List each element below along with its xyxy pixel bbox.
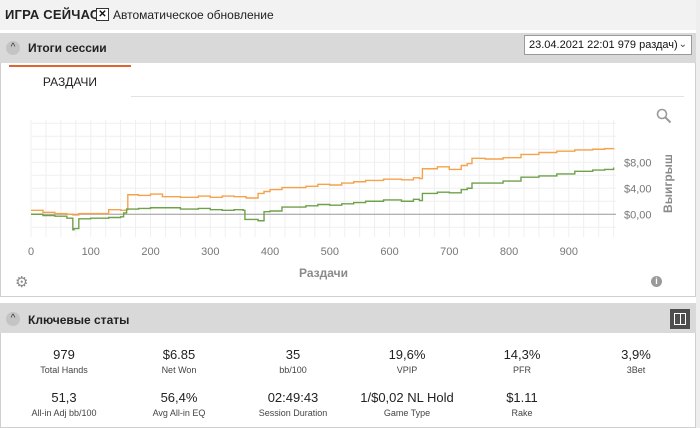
tab-hands-label: РАЗДАЧИ [42, 75, 98, 89]
page-title: ИГРА СЕЙЧАС [5, 7, 100, 22]
x-tick-label: 500 [321, 246, 339, 258]
stat-value: 19,6% [388, 347, 426, 362]
stat-value: $6.85 [162, 347, 196, 362]
y-axis-label: Выигрыш [661, 154, 675, 213]
y-tick-label: $4,00 [624, 183, 652, 195]
stat-label: PFR [513, 365, 531, 375]
x-axis-label: Раздачи [299, 266, 348, 280]
stat-value: 56,4% [160, 390, 198, 405]
top-bar: ИГРА СЕЙЧАС ✕ Автоматическое обновление [0, 0, 700, 30]
stat-value: 979 [53, 347, 75, 362]
stat-label: Net Won [161, 365, 197, 375]
x-tick-label: 800 [500, 246, 518, 258]
stat-value: 02:49:43 [267, 390, 319, 405]
stat-bb100: 35 bb/100 [243, 347, 343, 375]
x-tick-label: 0 [28, 246, 34, 258]
scrollbar[interactable] [696, 0, 700, 428]
stat-label: VPIP [396, 365, 418, 375]
x-tick-label: 300 [201, 246, 219, 258]
stat-total-hands: 979 Total Hands [14, 347, 114, 375]
stat-pfr: 14,3% PFR [472, 347, 572, 375]
x-tick-label: 200 [141, 246, 159, 258]
stat-game-type: 1/$0,02 NL Hold Game Type [357, 390, 457, 418]
x-tick-label: 400 [261, 246, 279, 258]
tab-divider [131, 96, 684, 97]
stat-value: 1/$0,02 NL Hold [360, 390, 454, 405]
stat-value: 51,3 [51, 390, 77, 405]
info-icon[interactable]: i [651, 276, 662, 287]
layout-icon[interactable] [670, 309, 690, 329]
stat-rake: $1.11 Rake [472, 390, 572, 418]
x-tick-label: 100 [82, 246, 100, 258]
y-tick-label: $8,00 [624, 157, 652, 169]
key-stats-header[interactable]: ^ Ключевые статы [0, 303, 696, 333]
session-select-value: 23.04.2021 22:01 979 раздач) [529, 39, 678, 51]
stat-session-duration: 02:49:43 Session Duration [243, 390, 343, 418]
stat-value: 3,9% [621, 347, 651, 362]
session-panel-title: Итоги сессии [28, 41, 107, 55]
y-tick-label: $0,00 [624, 209, 652, 221]
key-stats-title: Ключевые статы [28, 313, 130, 327]
stat-value: 35 [285, 347, 301, 362]
x-tick-label: 600 [380, 246, 398, 258]
tab-hands[interactable]: РАЗДАЧИ [9, 65, 131, 97]
stat-3bet: 3,9% 3Bet [586, 347, 686, 375]
chevron-up-icon[interactable]: ^ [6, 41, 20, 55]
gear-icon[interactable]: ⚙ [15, 274, 29, 291]
stat-label: Rake [511, 408, 533, 418]
session-select[interactable]: 23.04.2021 22:01 979 раздач) ⌄ [524, 35, 692, 55]
stat-label: 3Bet [626, 365, 646, 375]
stat-label: Total Hands [40, 365, 88, 375]
zoom-icon[interactable] [656, 108, 672, 124]
stat-value: 14,3% [503, 347, 541, 362]
chevron-up-icon[interactable]: ^ [6, 312, 20, 326]
stat-label: Avg All-in EQ [152, 408, 206, 418]
chevron-down-icon: ⌄ [678, 39, 687, 50]
stat-label: All-in Adj bb/100 [31, 408, 97, 418]
auto-update-checkbox[interactable]: ✕ [96, 8, 109, 21]
auto-update-label[interactable]: Автоматическое обновление [113, 8, 274, 22]
x-tick-label: 900 [560, 246, 578, 258]
stat-label: bb/100 [279, 365, 307, 375]
stat-net-won: $6.85 Net Won [129, 347, 229, 375]
stat-label: Session Duration [258, 408, 328, 418]
stat-allin-adj: 51,3 All-in Adj bb/100 [14, 390, 114, 418]
x-tick-label: 700 [440, 246, 458, 258]
session-winnings-chart: 0 100 200 300 400 500 600 700 800 900 $0,00 $4,00 $8… [28, 120, 675, 280]
stat-value: $1.11 [506, 390, 538, 405]
series-line-2 [31, 167, 615, 231]
stat-vpip: 19,6% VPIP [357, 347, 457, 375]
stat-avg-allin-eq: 56,4% Avg All-in EQ [129, 390, 229, 418]
stat-label: Game Type [383, 408, 431, 418]
